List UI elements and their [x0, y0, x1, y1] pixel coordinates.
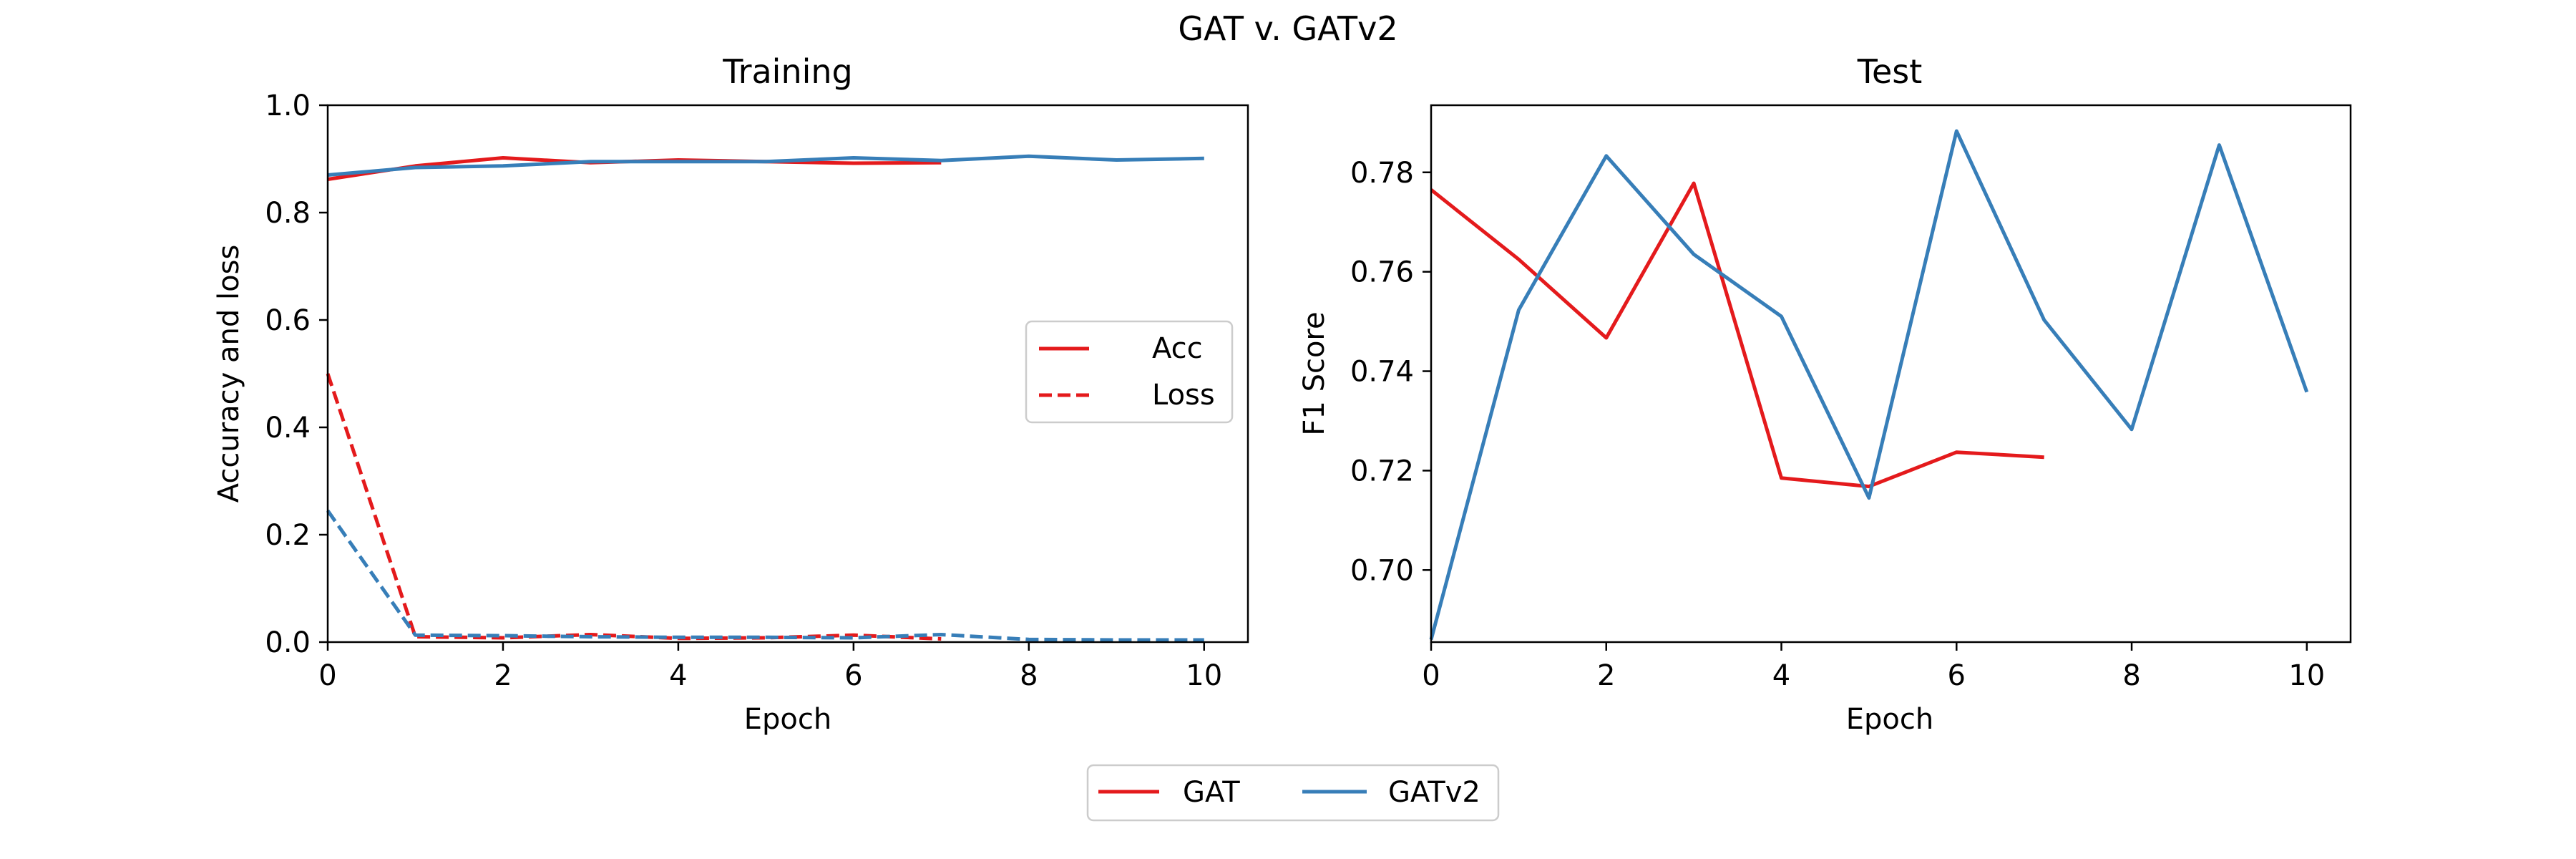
training-x-tick-label: 6: [844, 659, 862, 692]
training-y-tick-label: 0.6: [265, 304, 311, 337]
test-axes-frame: [1430, 104, 2352, 644]
test-x-tick-label: 4: [1772, 659, 1790, 692]
test-lines: [1429, 129, 2309, 641]
test-x-tick-label: 6: [1948, 659, 1966, 692]
test-x-tick-label: 10: [2288, 659, 2325, 692]
training-gatv2-acc-line: [327, 154, 1204, 177]
legend-loss-label: Loss: [1152, 379, 1215, 412]
legend-acc-label: Acc: [1152, 332, 1203, 365]
test-y-tick-label: 0.74: [1350, 356, 1414, 389]
figure-suptitle: GAT v. GATv2: [1178, 9, 1397, 48]
training-y-tick-label: 0.2: [265, 519, 311, 552]
training-x-tick-label: 2: [494, 659, 512, 692]
test-ylabel: F1 Score: [1298, 311, 1331, 435]
training-title: Training: [722, 52, 853, 91]
test-ticks: 0 2 4 6 8 10 0.70 0.72 0.74 0.76 0.78: [1350, 157, 2325, 692]
legend-gatv2-label: GATv2: [1388, 776, 1480, 809]
test-y-tick-label: 0.72: [1350, 455, 1414, 487]
test-y-tick-label: 0.70: [1350, 554, 1414, 587]
test-gat-f1-line: [1430, 181, 2044, 489]
training-x-tick-label: 4: [669, 659, 687, 692]
training-ylabel: Accuracy and loss: [213, 245, 245, 503]
model-legend: GAT GATv2: [1086, 764, 1500, 822]
training-y-tick-label: 0.4: [265, 412, 311, 445]
training-y-tick-label: 0.8: [265, 197, 311, 230]
training-x-tick-label: 8: [1020, 659, 1038, 692]
test-x-tick-label: 0: [1422, 659, 1440, 692]
test-x-tick-label: 2: [1597, 659, 1615, 692]
training-y-tick-label: 0.0: [265, 626, 311, 659]
test-title: Test: [1857, 52, 1923, 91]
training-legend: Acc Loss: [1025, 320, 1234, 424]
training-x-tick-label: 10: [1186, 659, 1222, 692]
training-panel: Training Epoch Accuracy and loss 0 2 4 6 8 10…: [213, 52, 1249, 736]
training-x-tick-label: 0: [318, 659, 336, 692]
training-legend-box: [1025, 320, 1234, 424]
training-lines: [326, 154, 1204, 642]
test-y-tick-label: 0.76: [1350, 256, 1414, 289]
test-xlabel: Epoch: [1846, 703, 1933, 736]
training-ticks: 0 2 4 6 8 10 0.0 0.2 0.4 0.6 0.8 1.0: [265, 89, 1222, 692]
test-panel: Test Epoch F1 Score 0 2 4 6 8 100.700.720.740…: [1298, 52, 2352, 736]
training-y-tick-label: 1.0: [265, 89, 311, 122]
test-x-tick-label: 8: [2122, 659, 2140, 692]
test-y-tick-label: 0.78: [1350, 157, 1414, 190]
training-axes-frame: [326, 104, 1249, 644]
test-gatv2-f1-line: [1429, 129, 2309, 641]
legend-gat-label: GAT: [1183, 776, 1240, 809]
training-gatv2-loss-line: [326, 509, 1204, 642]
model-legend-box: [1086, 764, 1500, 822]
training-gat-loss-line: [326, 373, 942, 641]
training-xlabel: Epoch: [744, 703, 831, 736]
